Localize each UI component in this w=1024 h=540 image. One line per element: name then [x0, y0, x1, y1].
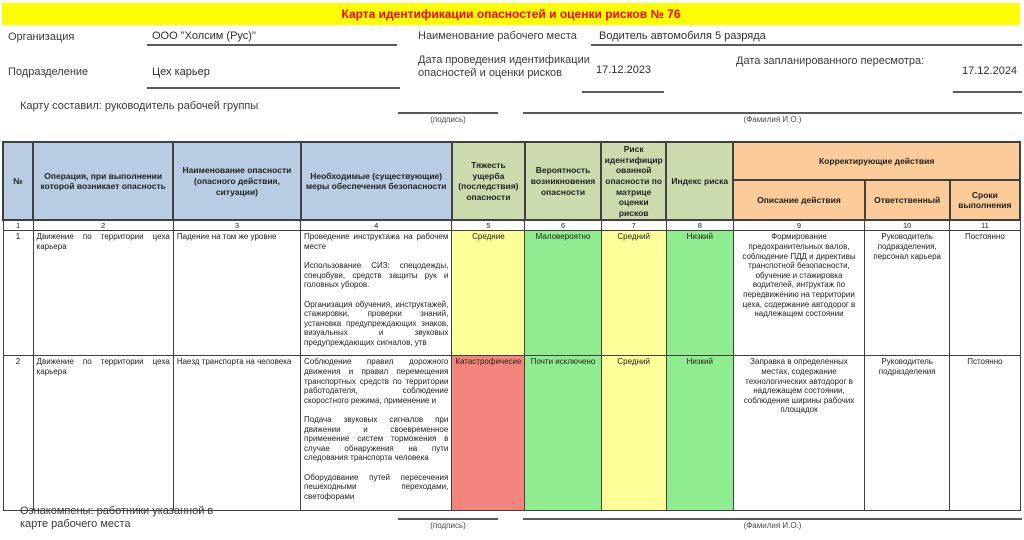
cell-hazard: Падение на том же уровне — [172, 230, 302, 357]
cell-measures: Проведение инструктажа на рабочем месте … — [300, 230, 453, 357]
table-row: 1 Движение по территории цеха карьера Па… — [2, 230, 1021, 357]
col-header-measures: Необходимые (существующие) меры обеспече… — [299, 140, 453, 222]
division-underline — [147, 87, 400, 89]
cell-responsible: Руководитель подразделения — [864, 355, 951, 512]
col-header-operation: Операция, при выполнении которой возника… — [32, 140, 175, 222]
cell-row-number: 1 — [2, 230, 34, 357]
col-header-action: Описание действия — [732, 178, 866, 222]
footer-signature-caption: (подпись) — [430, 521, 466, 530]
column-number: 8 — [665, 219, 734, 232]
footer-signature-line — [398, 518, 498, 520]
cell-risk-index: Низкий — [665, 230, 734, 357]
ident-date-value: 17.12.2023 — [596, 64, 652, 76]
cell-responsible: Руководитель подразделения, персонал кар… — [864, 230, 951, 357]
col-header-hazard: Наименование опасности (опасного действи… — [172, 140, 302, 222]
author-signature-caption: (подпись) — [430, 115, 466, 124]
author-label: Карту составил: руководитель рабочей гру… — [20, 100, 259, 112]
col-header-probability: Вероятность возникновения опасности — [523, 140, 603, 222]
column-number: 4 — [300, 219, 453, 232]
workplace-label: Наименование рабочего места — [418, 30, 577, 42]
column-number: 9 — [732, 219, 866, 232]
cell-probability: Почти исключено — [524, 355, 602, 512]
ident-date-label: Дата проведения идентификации опасностей… — [418, 54, 590, 80]
organization-value: ООО "Холсим (Рус)" — [152, 30, 256, 42]
cell-risk: Средний — [600, 230, 667, 357]
author-name-line — [523, 112, 1022, 114]
table-row: 2 Движение по территории цеха карьера На… — [2, 355, 1021, 512]
author-signature-line — [398, 112, 498, 114]
column-number: 2 — [32, 219, 174, 232]
column-number: 1 — [2, 219, 34, 232]
col-header-num: № — [1, 140, 35, 222]
hazard-risk-table: № Операция, при выполнении которой возни… — [1, 140, 1022, 512]
col-header-risk: Риск идентифицированной опасности по мат… — [600, 140, 668, 222]
footer-name-caption: (Фамилия И.О.) — [743, 521, 802, 530]
ident-date-underline — [582, 91, 664, 93]
page-title: Карта идентификации опасностей и оценки … — [2, 3, 1020, 25]
organization-label: Организация — [8, 31, 75, 43]
organization-underline — [147, 44, 397, 46]
column-number: 10 — [864, 219, 951, 232]
cell-risk: Средний — [600, 355, 667, 512]
author-name-caption: (Фамилия И.О.) — [743, 115, 802, 124]
cell-measures: Соблюдение правил дорожного движения и п… — [300, 355, 453, 512]
column-number: 3 — [172, 219, 302, 232]
column-number: 11 — [949, 219, 1021, 232]
column-number: 5 — [451, 219, 526, 232]
cell-hazard: Наезд транспорта на человека — [172, 355, 302, 512]
workplace-value: Водитель автомобиля 5 разряда — [599, 30, 766, 42]
column-number: 6 — [524, 219, 602, 232]
cell-probability: Маловероятно — [524, 230, 602, 357]
cell-deadline: Постоянно — [949, 230, 1021, 357]
col-header-corrective: Корректирующие действия — [732, 141, 1021, 181]
col-header-risk-index: Индекс риска — [665, 140, 735, 222]
cell-operation: Движение по территории цеха карьера — [32, 355, 174, 512]
cell-row-number: 2 — [2, 355, 34, 512]
col-header-severity: Тяжесть ущерба (последствия) опасности — [450, 140, 526, 222]
division-value: Цех карьер — [152, 66, 210, 78]
column-number: 7 — [600, 219, 667, 232]
cell-risk-index: Низкий — [665, 355, 734, 512]
review-date-value: 17.12.2024 — [962, 65, 1018, 77]
review-date-label: Дата запланированного пересмотра: — [736, 55, 925, 67]
cell-severity: Средние — [451, 230, 526, 357]
cell-severity: Катастрофичесие — [451, 355, 526, 512]
cell-action: Заправка в определенных местах, содержан… — [732, 355, 866, 512]
cell-operation: Движение по территории цеха карьера — [32, 230, 174, 357]
division-label: Подразделение — [8, 66, 89, 78]
col-header-responsible: Ответственный — [863, 178, 951, 222]
footer-name-line — [523, 518, 1022, 520]
column-number-row: 1 2 3 4 5 6 7 8 9 10 11 — [2, 219, 1021, 232]
review-date-underline — [953, 91, 1022, 93]
workplace-underline — [591, 44, 1022, 46]
col-header-deadline: Сроки выполнения — [948, 178, 1022, 222]
cell-deadline: Пстоянно — [949, 355, 1021, 512]
acquainted-label: Ознакомпены: работники указанной в карте… — [20, 505, 214, 531]
cell-action: Формирование предохранительных валов, со… — [732, 230, 866, 357]
